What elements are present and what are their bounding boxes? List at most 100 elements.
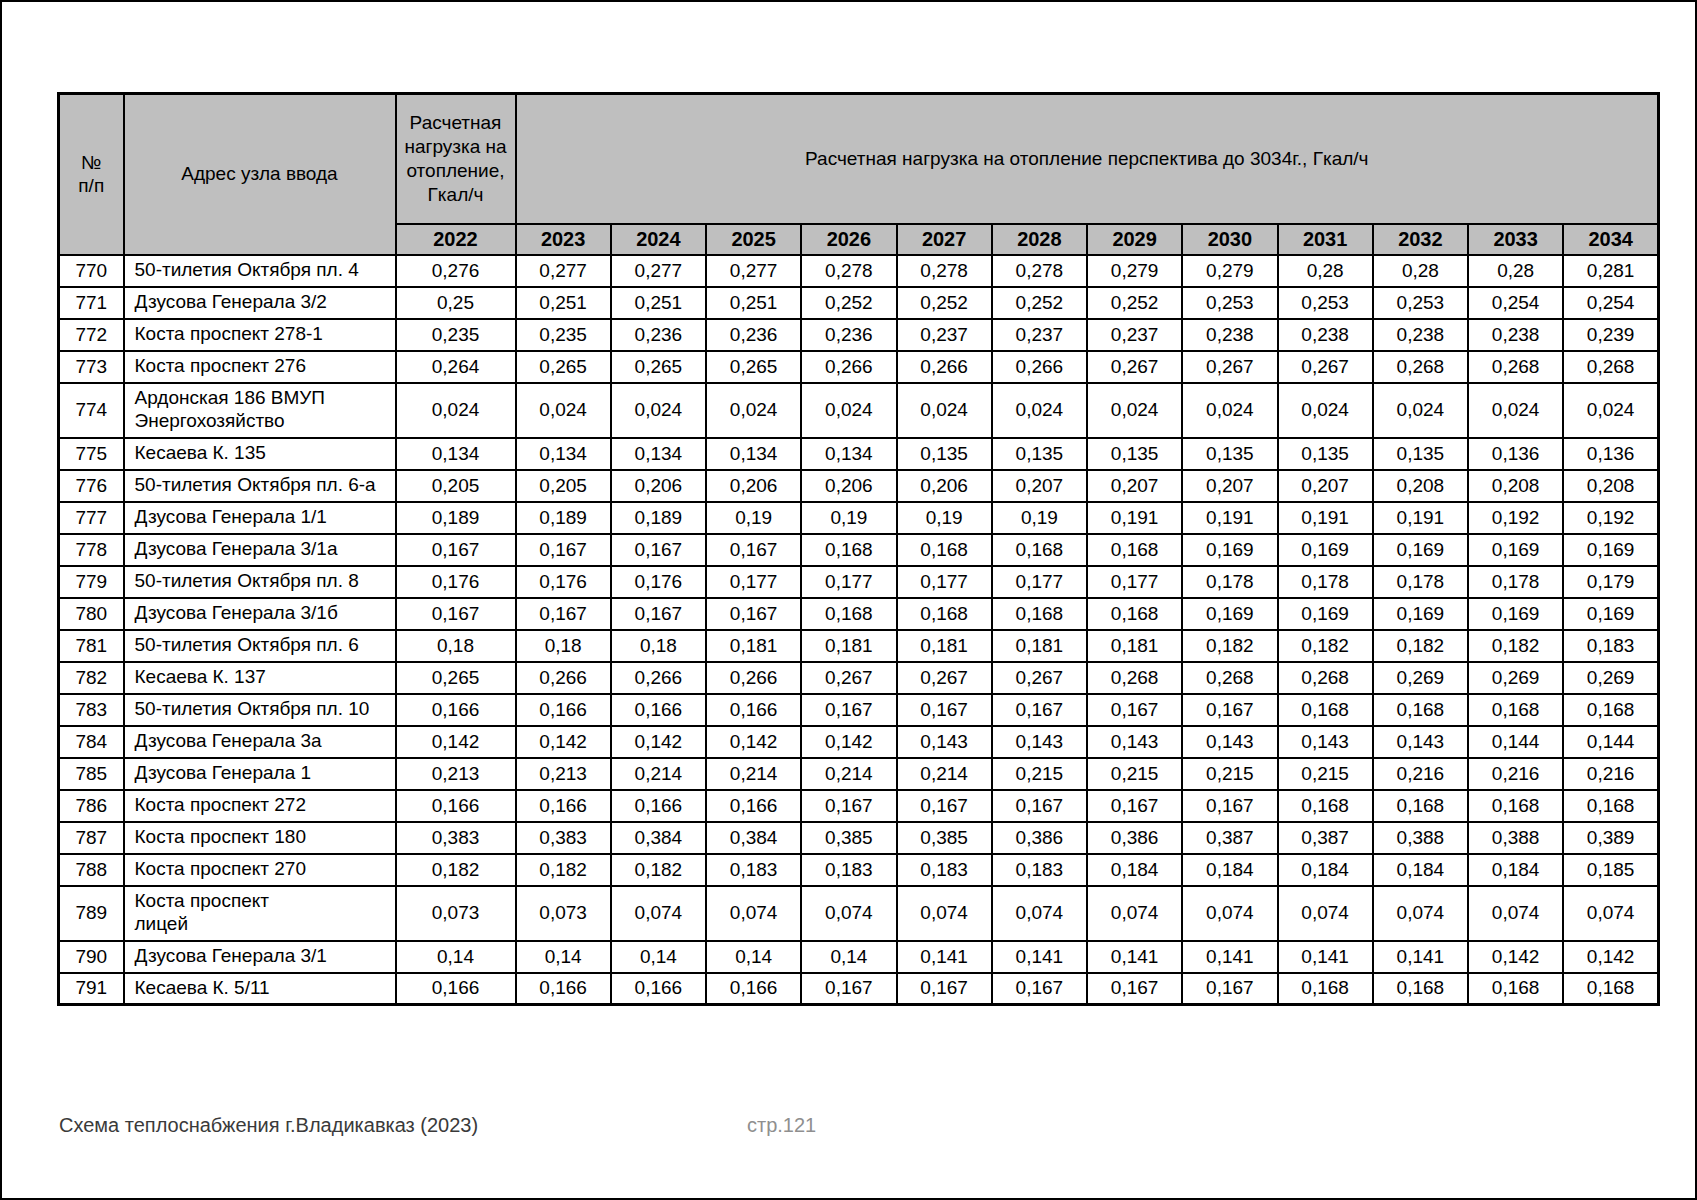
load-value-cell: 0,19 <box>992 502 1087 534</box>
load-value-cell: 0,024 <box>1468 383 1563 438</box>
load-value-cell: 0,143 <box>897 726 992 758</box>
row-number-cell: 783 <box>59 694 124 726</box>
load-value-cell: 0,206 <box>897 470 992 502</box>
load-value-cell: 0,168 <box>1278 973 1373 1005</box>
load-value-cell: 0,207 <box>1087 470 1182 502</box>
load-value-cell: 0,176 <box>516 566 611 598</box>
load-value-cell: 0,278 <box>897 255 992 287</box>
load-value-cell: 0,237 <box>897 319 992 351</box>
address-cell: Ардонская 186 ВМУП Энергохозяйство <box>124 383 396 438</box>
load-value-cell: 0,024 <box>1563 383 1658 438</box>
load-value-cell: 0,253 <box>1373 287 1468 319</box>
row-number-cell: 791 <box>59 973 124 1005</box>
load-value-cell: 0,168 <box>992 534 1087 566</box>
table-header: № п/п Адрес узла ввода Расчетная нагрузк… <box>59 94 1659 255</box>
load-value-cell: 0,251 <box>516 287 611 319</box>
load-value-cell: 0,074 <box>1278 886 1373 941</box>
table-row: 77650-тилетия Октября пл. 6-а0,2050,2050… <box>59 470 1659 502</box>
load-value-cell: 0,168 <box>1373 790 1468 822</box>
load-value-cell: 0,167 <box>992 694 1087 726</box>
load-value-cell: 0,169 <box>1563 534 1658 566</box>
load-value-cell: 0,14 <box>801 941 896 973</box>
row-number-cell: 781 <box>59 630 124 662</box>
address-cell: Дзусова Генерала 1 <box>124 758 396 790</box>
load-value-cell: 0,235 <box>516 319 611 351</box>
load-value-cell: 0,389 <box>1563 822 1658 854</box>
load-value-cell: 0,177 <box>706 566 801 598</box>
load-value-cell: 0,167 <box>801 973 896 1005</box>
load-value-cell: 0,166 <box>706 790 801 822</box>
load-value-cell: 0,142 <box>801 726 896 758</box>
document-page: № п/п Адрес узла ввода Расчетная нагрузк… <box>0 0 1697 1200</box>
load-value-cell: 0,167 <box>516 534 611 566</box>
load-value-cell: 0,181 <box>1087 630 1182 662</box>
load-value-cell: 0,205 <box>516 470 611 502</box>
load-value-cell: 0,278 <box>992 255 1087 287</box>
load-value-cell: 0,238 <box>1468 319 1563 351</box>
row-number-cell: 774 <box>59 383 124 438</box>
load-value-cell: 0,189 <box>611 502 706 534</box>
load-value-cell: 0,182 <box>396 854 516 886</box>
row-number-cell: 780 <box>59 598 124 630</box>
load-value-cell: 0,19 <box>801 502 896 534</box>
load-value-cell: 0,269 <box>1563 662 1658 694</box>
load-value-cell: 0,182 <box>611 854 706 886</box>
table-row: 782Кесаева К. 1370,2650,2660,2660,2660,2… <box>59 662 1659 694</box>
table-row: 787Коста проспект 1800,3830,3830,3840,38… <box>59 822 1659 854</box>
load-value-cell: 0,383 <box>516 822 611 854</box>
load-value-cell: 0,168 <box>1373 694 1468 726</box>
load-value-cell: 0,167 <box>706 598 801 630</box>
load-value-cell: 0,166 <box>611 790 706 822</box>
row-number-cell: 779 <box>59 566 124 598</box>
load-value-cell: 0,14 <box>396 941 516 973</box>
col-header-num: № п/п <box>59 94 124 255</box>
load-value-cell: 0,264 <box>396 351 516 383</box>
load-value-cell: 0,024 <box>1182 383 1277 438</box>
load-value-cell: 0,384 <box>706 822 801 854</box>
load-value-cell: 0,024 <box>706 383 801 438</box>
load-value-cell: 0,216 <box>1563 758 1658 790</box>
table-row: 785Дзусова Генерала 10,2130,2130,2140,21… <box>59 758 1659 790</box>
table-row: 788Коста проспект 2700,1820,1820,1820,18… <box>59 854 1659 886</box>
load-value-cell: 0,189 <box>396 502 516 534</box>
load-value-cell: 0,167 <box>992 973 1087 1005</box>
load-value-cell: 0,237 <box>992 319 1087 351</box>
load-value-cell: 0,074 <box>1087 886 1182 941</box>
row-number-cell: 789 <box>59 886 124 941</box>
year-header-2030: 2030 <box>1182 224 1277 255</box>
row-number-cell: 777 <box>59 502 124 534</box>
load-value-cell: 0,168 <box>1087 534 1182 566</box>
load-value-cell: 0,166 <box>611 694 706 726</box>
load-value-cell: 0,169 <box>1278 598 1373 630</box>
address-cell: Дзусова Генерала 3а <box>124 726 396 758</box>
load-value-cell: 0,177 <box>801 566 896 598</box>
load-value-cell: 0,28 <box>1468 255 1563 287</box>
load-value-cell: 0,267 <box>1278 351 1373 383</box>
load-value-cell: 0,216 <box>1373 758 1468 790</box>
address-cell: Дзусова Генерала 3/1б <box>124 598 396 630</box>
row-number-cell: 775 <box>59 438 124 470</box>
load-value-cell: 0,024 <box>1278 383 1373 438</box>
load-value-cell: 0,167 <box>801 694 896 726</box>
load-value-cell: 0,136 <box>1563 438 1658 470</box>
load-value-cell: 0,142 <box>516 726 611 758</box>
load-value-cell: 0,169 <box>1563 598 1658 630</box>
load-value-cell: 0,279 <box>1087 255 1182 287</box>
load-value-cell: 0,266 <box>516 662 611 694</box>
load-value-cell: 0,208 <box>1468 470 1563 502</box>
load-value-cell: 0,168 <box>1468 790 1563 822</box>
header-row-top: № п/п Адрес узла ввода Расчетная нагрузк… <box>59 94 1659 224</box>
load-value-cell: 0,252 <box>1087 287 1182 319</box>
load-value-cell: 0,143 <box>1087 726 1182 758</box>
load-value-cell: 0,268 <box>1087 662 1182 694</box>
load-value-cell: 0,214 <box>801 758 896 790</box>
load-value-cell: 0,213 <box>396 758 516 790</box>
load-value-cell: 0,074 <box>1563 886 1658 941</box>
load-value-cell: 0,388 <box>1468 822 1563 854</box>
table-row: 786Коста проспект 2720,1660,1660,1660,16… <box>59 790 1659 822</box>
load-value-cell: 0,253 <box>1278 287 1373 319</box>
year-header-2024: 2024 <box>611 224 706 255</box>
load-value-cell: 0,169 <box>1182 534 1277 566</box>
load-value-cell: 0,251 <box>706 287 801 319</box>
load-value-cell: 0,184 <box>1468 854 1563 886</box>
